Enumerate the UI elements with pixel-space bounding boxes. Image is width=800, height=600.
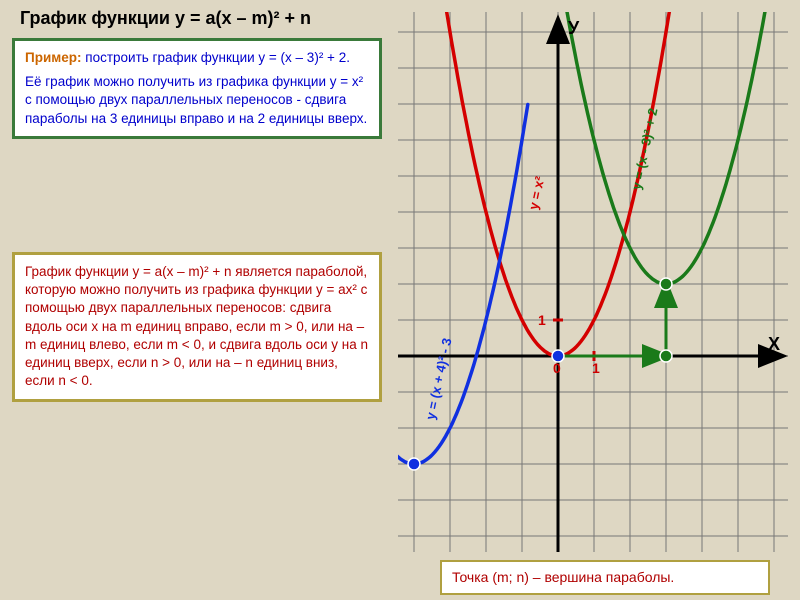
axis-label-x: Х [768, 334, 780, 355]
tick-1-y: 1 [538, 312, 546, 328]
rule-box: График функции y = a(x – m)² + n являетс… [12, 252, 382, 402]
rule-text: График функции y = a(x – m)² + n являетс… [25, 264, 368, 388]
chart: У Х 0 1 1 y = x²y = (x - 3)² + 2y = (x +… [398, 12, 788, 552]
example-label: Пример: [25, 50, 82, 65]
axis-label-y: У [568, 18, 579, 39]
page-title: График функции y = a(x – m)² + n [20, 8, 311, 29]
origin-label: 0 [553, 360, 561, 376]
example-line1: построить график функции y = (x – 3)² + … [85, 50, 350, 65]
vertex-text: Точка (m; n) – вершина параболы. [452, 569, 674, 585]
example-line2: Её график можно получить из графика функ… [25, 74, 367, 125]
example-box: Пример: построить график функции y = (x … [12, 38, 382, 139]
tick-1-x: 1 [592, 360, 600, 376]
vertex-box: Точка (m; n) – вершина параболы. [440, 560, 770, 595]
chart-svg [398, 12, 788, 552]
